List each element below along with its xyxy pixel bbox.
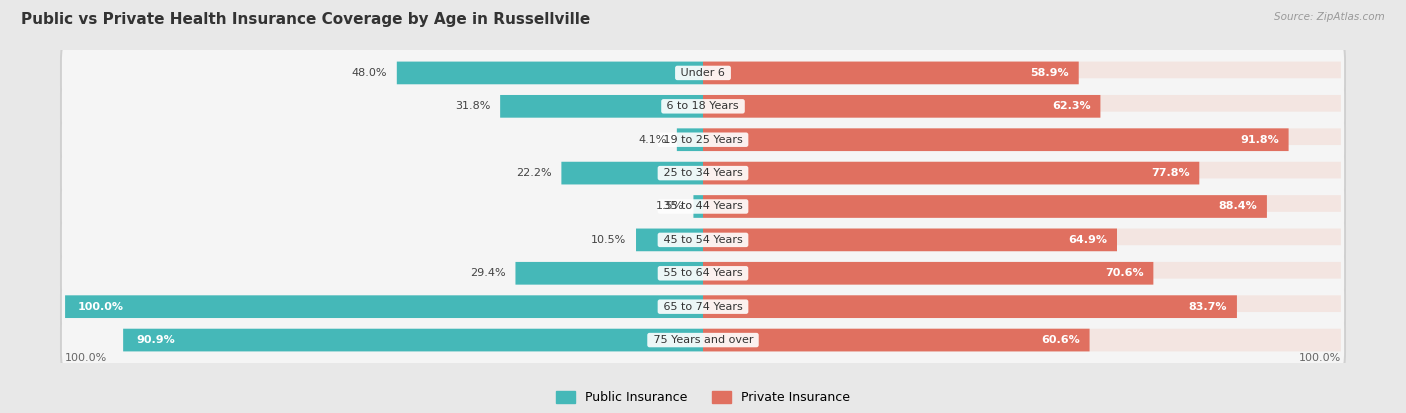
- FancyBboxPatch shape: [62, 245, 1344, 301]
- Text: Public vs Private Health Insurance Coverage by Age in Russellville: Public vs Private Health Insurance Cover…: [21, 12, 591, 27]
- FancyBboxPatch shape: [703, 62, 1078, 84]
- FancyBboxPatch shape: [62, 45, 1344, 101]
- FancyBboxPatch shape: [62, 112, 1344, 168]
- FancyBboxPatch shape: [703, 329, 1090, 351]
- Text: 100.0%: 100.0%: [77, 301, 124, 312]
- Text: 10.5%: 10.5%: [591, 235, 627, 245]
- FancyBboxPatch shape: [62, 145, 1344, 201]
- Text: 88.4%: 88.4%: [1219, 202, 1257, 211]
- FancyBboxPatch shape: [124, 329, 703, 351]
- FancyBboxPatch shape: [703, 128, 1288, 151]
- Text: 19 to 25 Years: 19 to 25 Years: [659, 135, 747, 145]
- FancyBboxPatch shape: [60, 77, 1346, 135]
- FancyBboxPatch shape: [636, 228, 703, 251]
- Text: 100.0%: 100.0%: [1299, 353, 1341, 363]
- FancyBboxPatch shape: [561, 162, 703, 185]
- Text: 25 to 34 Years: 25 to 34 Years: [659, 168, 747, 178]
- FancyBboxPatch shape: [62, 178, 1344, 235]
- Text: 70.6%: 70.6%: [1105, 268, 1144, 278]
- Text: 31.8%: 31.8%: [456, 101, 491, 112]
- FancyBboxPatch shape: [703, 62, 1341, 84]
- FancyBboxPatch shape: [703, 95, 1101, 118]
- FancyBboxPatch shape: [693, 195, 703, 218]
- Text: 90.9%: 90.9%: [136, 335, 174, 345]
- Text: 75 Years and over: 75 Years and over: [650, 335, 756, 345]
- Text: 100.0%: 100.0%: [65, 353, 107, 363]
- Text: 22.2%: 22.2%: [516, 168, 551, 178]
- FancyBboxPatch shape: [60, 178, 1346, 235]
- Text: 62.3%: 62.3%: [1052, 101, 1091, 112]
- Text: 6 to 18 Years: 6 to 18 Years: [664, 101, 742, 112]
- FancyBboxPatch shape: [501, 95, 703, 118]
- FancyBboxPatch shape: [60, 144, 1346, 202]
- Text: Under 6: Under 6: [678, 68, 728, 78]
- FancyBboxPatch shape: [60, 211, 1346, 269]
- Text: 83.7%: 83.7%: [1189, 301, 1227, 312]
- FancyBboxPatch shape: [60, 311, 1346, 369]
- FancyBboxPatch shape: [703, 262, 1341, 285]
- Text: 45 to 54 Years: 45 to 54 Years: [659, 235, 747, 245]
- FancyBboxPatch shape: [703, 195, 1267, 218]
- FancyBboxPatch shape: [703, 295, 1237, 318]
- FancyBboxPatch shape: [703, 128, 1341, 151]
- FancyBboxPatch shape: [60, 244, 1346, 302]
- FancyBboxPatch shape: [60, 111, 1346, 169]
- FancyBboxPatch shape: [60, 44, 1346, 102]
- Text: Source: ZipAtlas.com: Source: ZipAtlas.com: [1274, 12, 1385, 22]
- Text: 29.4%: 29.4%: [470, 268, 506, 278]
- FancyBboxPatch shape: [62, 279, 1344, 335]
- Text: 77.8%: 77.8%: [1152, 168, 1189, 178]
- FancyBboxPatch shape: [703, 329, 1341, 351]
- FancyBboxPatch shape: [703, 262, 1153, 285]
- FancyBboxPatch shape: [703, 295, 1341, 318]
- Text: 55 to 64 Years: 55 to 64 Years: [659, 268, 747, 278]
- FancyBboxPatch shape: [65, 295, 703, 318]
- Text: 65 to 74 Years: 65 to 74 Years: [659, 301, 747, 312]
- FancyBboxPatch shape: [396, 62, 703, 84]
- Text: 35 to 44 Years: 35 to 44 Years: [659, 202, 747, 211]
- FancyBboxPatch shape: [676, 128, 703, 151]
- Legend: Public Insurance, Private Insurance: Public Insurance, Private Insurance: [555, 391, 851, 404]
- FancyBboxPatch shape: [703, 95, 1341, 118]
- Text: 48.0%: 48.0%: [352, 68, 387, 78]
- Text: 64.9%: 64.9%: [1069, 235, 1108, 245]
- FancyBboxPatch shape: [703, 228, 1116, 251]
- FancyBboxPatch shape: [62, 312, 1344, 368]
- FancyBboxPatch shape: [703, 228, 1341, 251]
- FancyBboxPatch shape: [703, 195, 1341, 218]
- Text: 60.6%: 60.6%: [1042, 335, 1080, 345]
- FancyBboxPatch shape: [60, 278, 1346, 336]
- Text: 4.1%: 4.1%: [638, 135, 668, 145]
- FancyBboxPatch shape: [516, 262, 703, 285]
- Text: 1.5%: 1.5%: [655, 202, 683, 211]
- FancyBboxPatch shape: [703, 162, 1341, 185]
- Text: 58.9%: 58.9%: [1031, 68, 1069, 78]
- FancyBboxPatch shape: [62, 212, 1344, 268]
- FancyBboxPatch shape: [703, 162, 1199, 185]
- FancyBboxPatch shape: [62, 78, 1344, 134]
- Text: 91.8%: 91.8%: [1240, 135, 1279, 145]
